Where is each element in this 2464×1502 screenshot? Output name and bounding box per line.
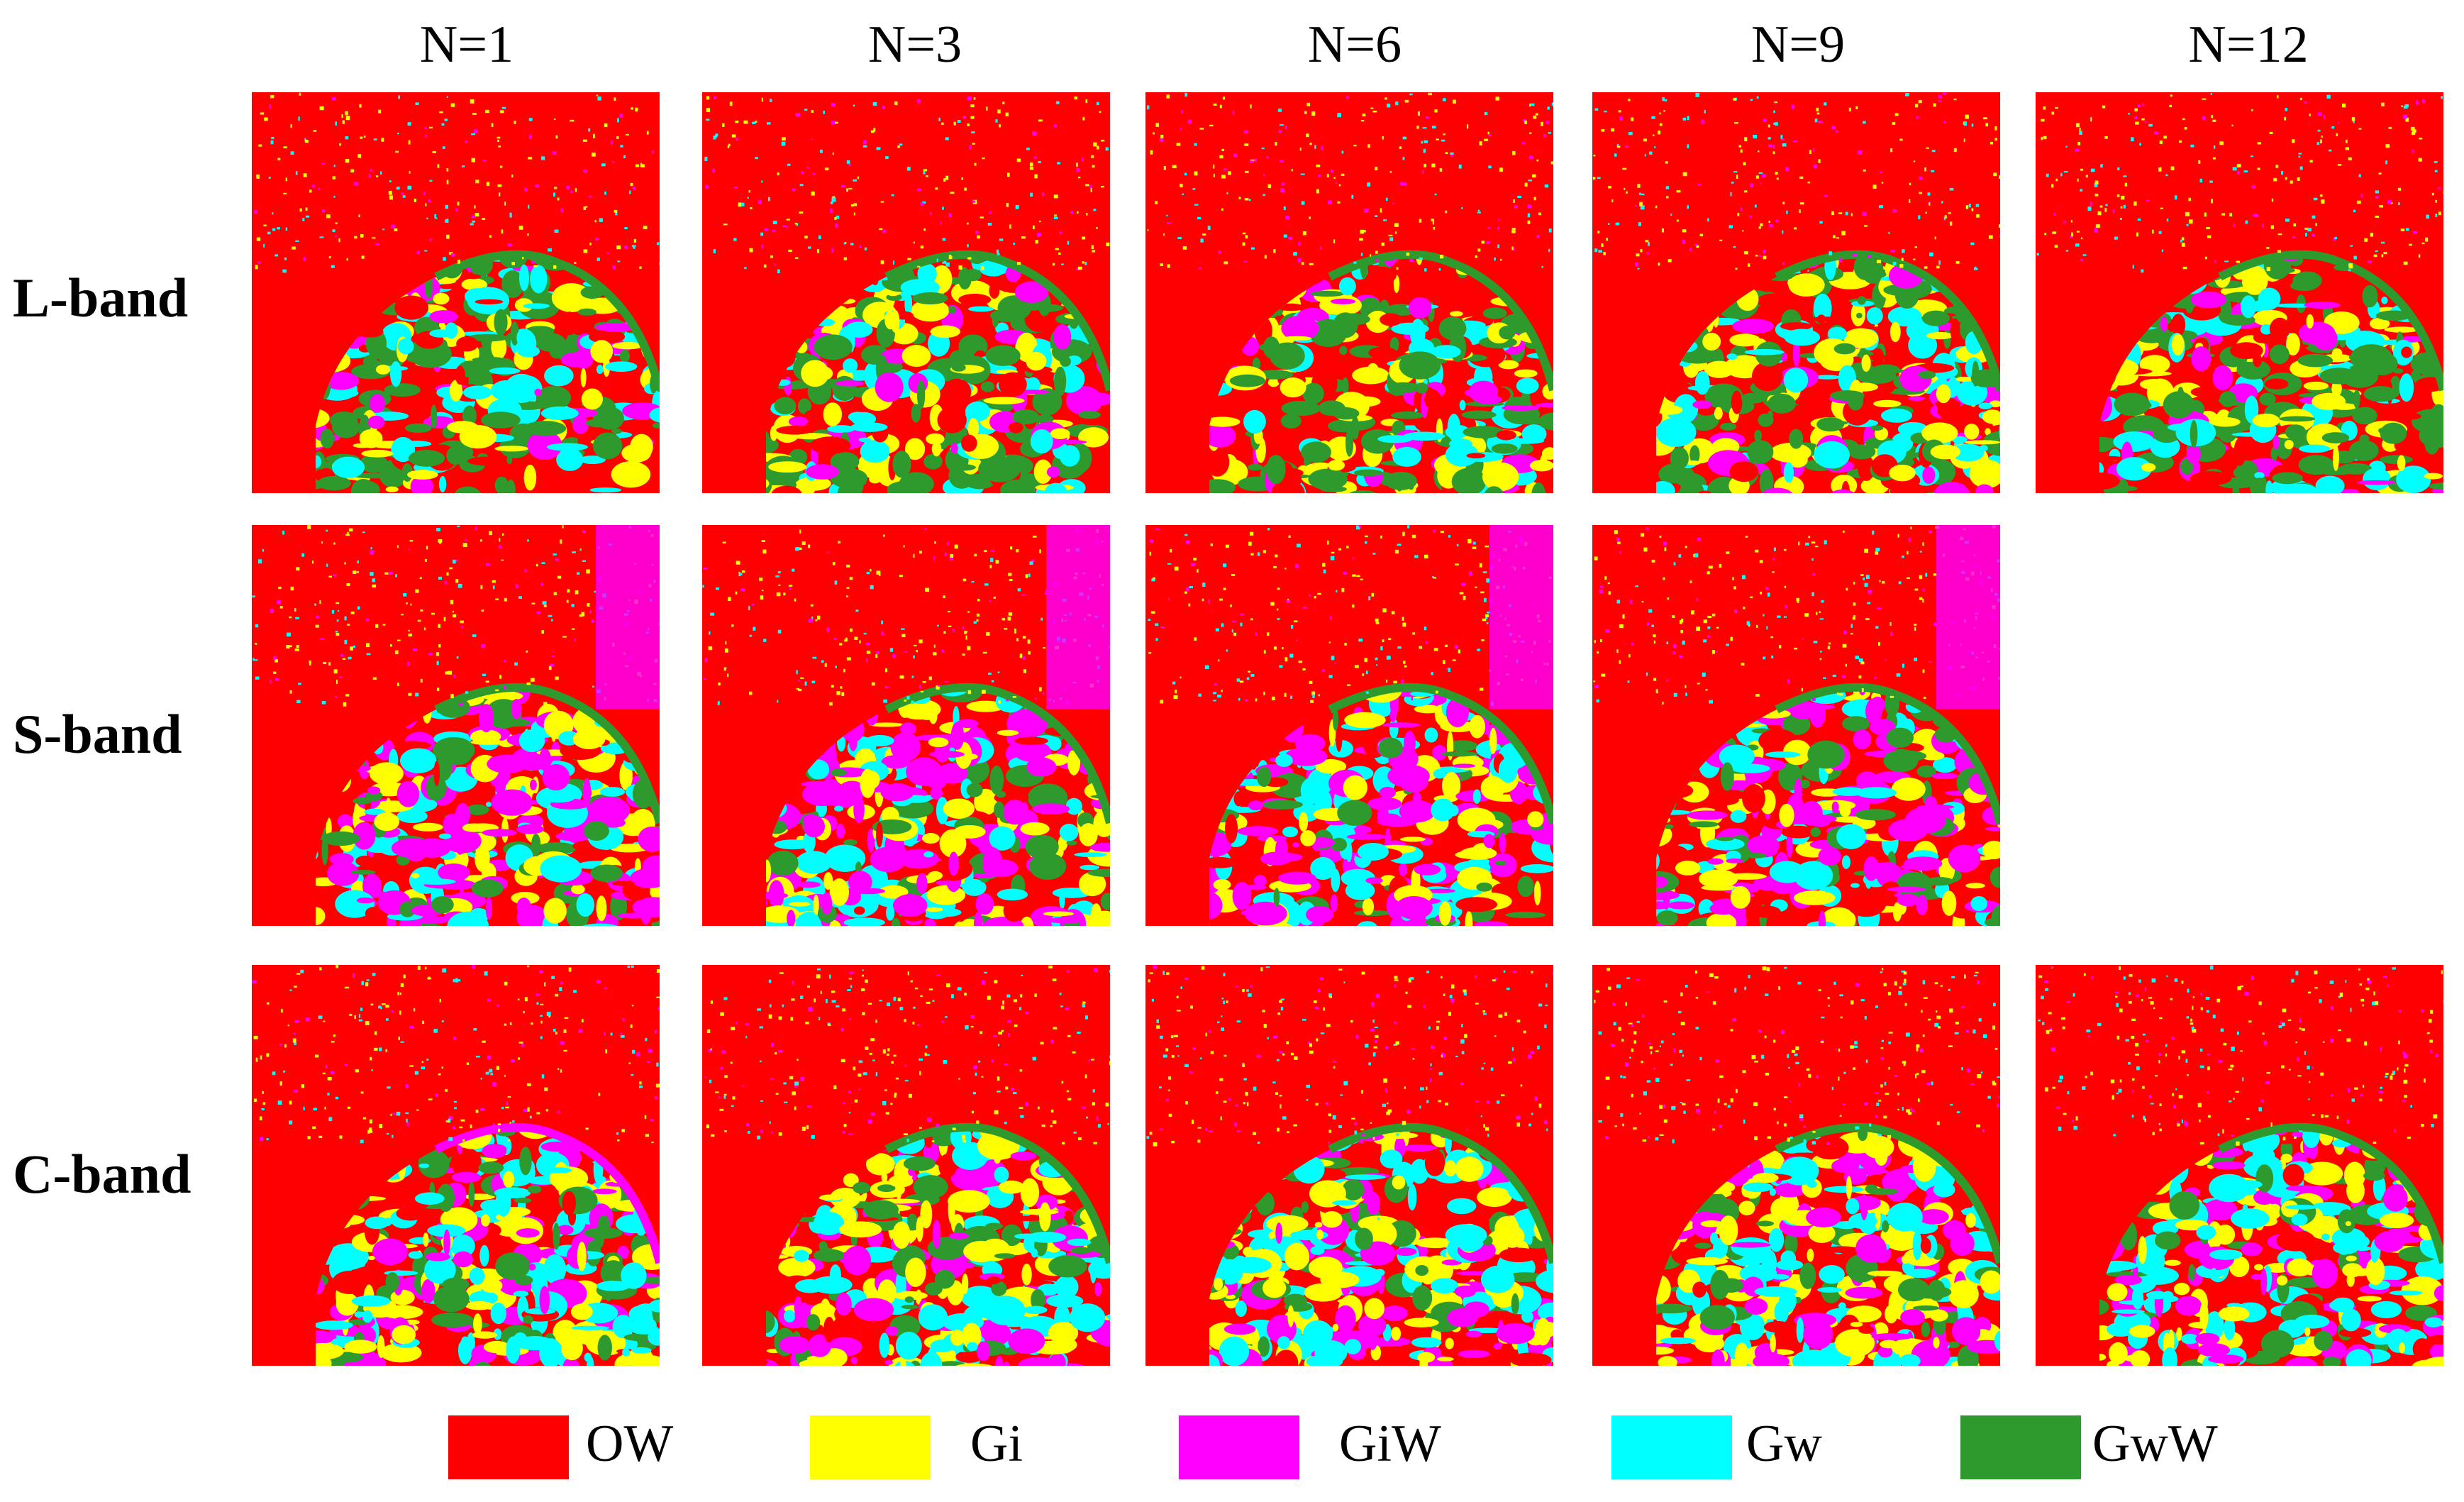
map-panel-s-band-n9 xyxy=(1592,525,2000,926)
legend-swatch-gi xyxy=(810,1415,931,1479)
classification-map xyxy=(1592,525,2000,926)
column-title-n12: N=12 xyxy=(2188,16,2309,74)
iceberg-rim xyxy=(1775,1122,2000,1264)
classification-map xyxy=(1145,92,1553,493)
row-label-c-band: C-band xyxy=(13,1143,192,1205)
classification-map xyxy=(1592,965,2000,1366)
classification-map xyxy=(2036,92,2443,493)
row-label-l-band: L-band xyxy=(13,267,189,328)
classification-map xyxy=(1592,92,2000,493)
legend-swatch-gww xyxy=(1960,1415,2081,1479)
map-panel-c-band-n1 xyxy=(252,965,660,1366)
legend-label-gw: Gw xyxy=(1746,1415,1822,1473)
classification-map xyxy=(252,965,660,1366)
classification-map xyxy=(702,92,1110,493)
iceberg-rim xyxy=(1775,250,2000,392)
iceberg-rim xyxy=(1775,683,2000,824)
classification-map xyxy=(252,525,660,926)
iceberg-rim xyxy=(1328,1122,1553,1264)
iceberg-rim xyxy=(1328,250,1553,392)
iceberg-rim xyxy=(884,250,1110,392)
map-panel-c-band-n9 xyxy=(1592,965,2000,1366)
map-panel-l-band-n6 xyxy=(1145,92,1553,493)
column-title-n9: N=9 xyxy=(1750,16,1846,74)
map-panel-l-band-n3 xyxy=(702,92,1110,493)
map-panel-l-band-n1 xyxy=(252,92,660,493)
map-panel-l-band-n9 xyxy=(1592,92,2000,493)
legend-label-gi: Gi xyxy=(970,1415,1023,1473)
iceberg-rim xyxy=(884,1122,1110,1264)
map-panel-c-band-n12 xyxy=(2036,965,2443,1366)
edge-artifact xyxy=(1046,525,1110,709)
column-title-n3: N=3 xyxy=(867,16,962,74)
legend-label-ow: OW xyxy=(586,1415,674,1473)
map-panel-s-band-n6 xyxy=(1145,525,1553,926)
classification-map xyxy=(702,525,1110,926)
iceberg-rim xyxy=(434,250,660,392)
iceberg-rim xyxy=(884,683,1110,824)
row-label-s-band: S-band xyxy=(13,703,182,765)
legend-label-gww: GwW xyxy=(2092,1415,2218,1473)
column-title-n6: N=6 xyxy=(1307,16,1402,74)
edge-artifact xyxy=(1936,525,2000,709)
classification-map xyxy=(1145,965,1553,1366)
iceberg-rim xyxy=(2218,250,2443,392)
map-panel-s-band-n1 xyxy=(252,525,660,926)
iceberg-region xyxy=(1656,254,2000,493)
map-panel-l-band-n12 xyxy=(2036,92,2443,493)
legend-swatch-ow xyxy=(448,1415,569,1479)
edge-artifact xyxy=(596,525,660,709)
classification-map xyxy=(2036,965,2443,1366)
iceberg-rim xyxy=(434,1122,660,1264)
iceberg-region xyxy=(1209,687,1553,926)
classification-map xyxy=(252,92,660,493)
iceberg-rim xyxy=(1328,683,1553,824)
map-panel-c-band-n6 xyxy=(1145,965,1553,1366)
classification-map xyxy=(1145,525,1553,926)
map-panel-s-band-n3 xyxy=(702,525,1110,926)
column-title-n1: N=1 xyxy=(419,16,514,74)
classification-map xyxy=(702,965,1110,1366)
legend-label-giw: GiW xyxy=(1339,1415,1441,1473)
iceberg-rim xyxy=(2218,1122,2443,1264)
edge-artifact xyxy=(1489,525,1553,709)
iceberg-rim xyxy=(434,683,660,824)
map-panel-c-band-n3 xyxy=(702,965,1110,1366)
legend-swatch-gw xyxy=(1611,1415,1732,1479)
legend-swatch-giw xyxy=(1179,1415,1299,1479)
